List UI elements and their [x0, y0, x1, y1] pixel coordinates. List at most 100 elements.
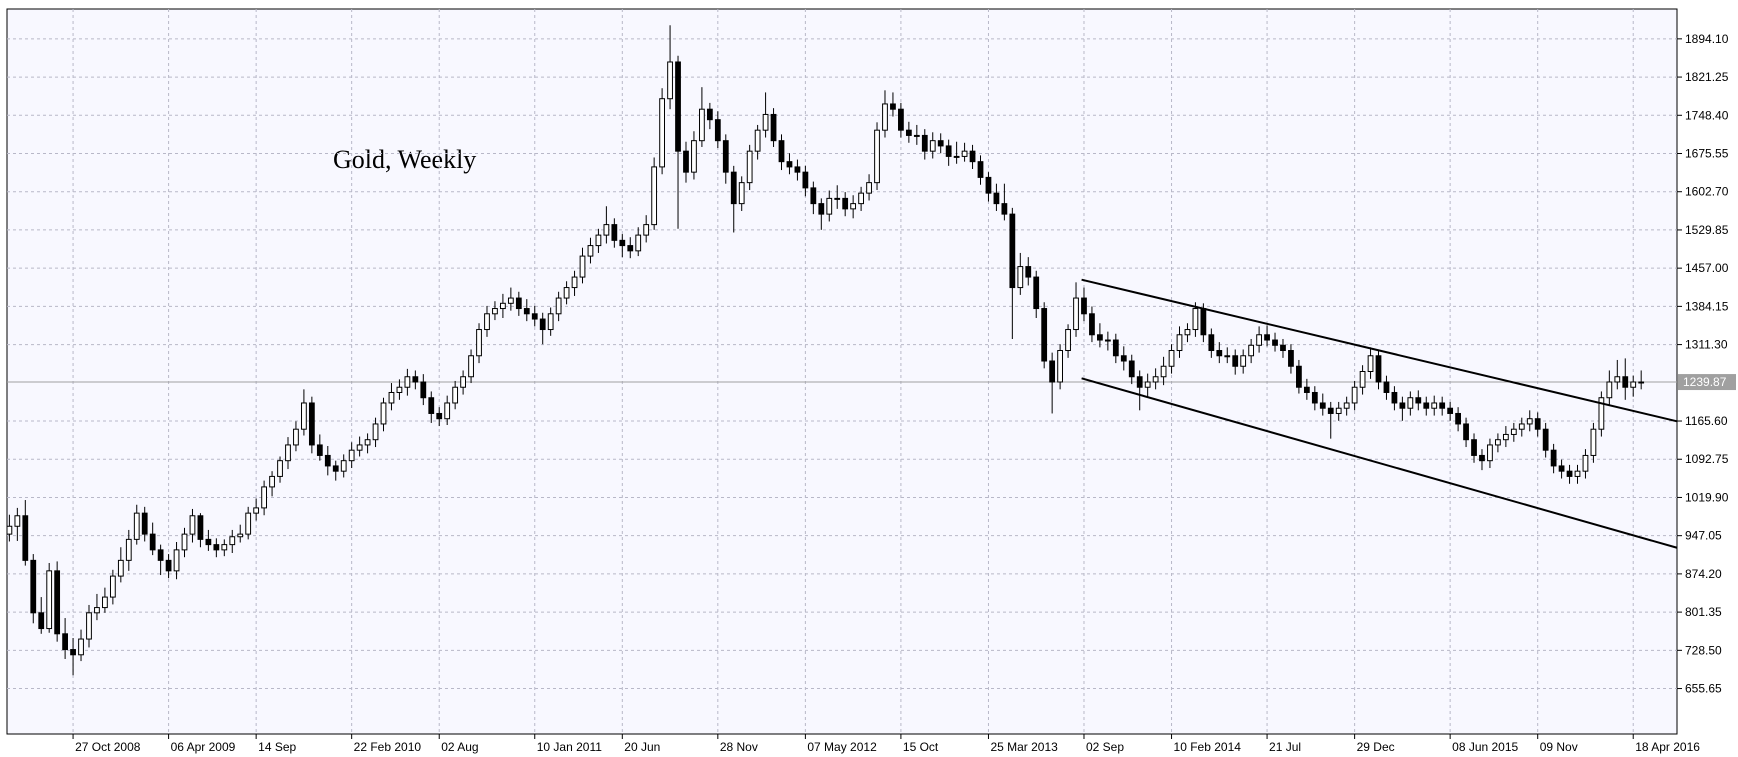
candle-body — [1502, 433, 1509, 441]
candle-body — [269, 475, 275, 488]
candle-body — [181, 533, 188, 551]
candle-body — [1606, 381, 1613, 399]
candle-body — [1256, 334, 1262, 346]
candle-body — [921, 134, 928, 152]
candle-body — [102, 596, 108, 609]
candle-body — [826, 197, 833, 215]
x-tick-label: 29 Dec — [1357, 740, 1395, 754]
y-tick-label: 1384.15 — [1685, 299, 1729, 313]
candle-body — [1487, 444, 1493, 462]
x-tick-label: 15 Oct — [903, 740, 939, 754]
candle-body — [1168, 350, 1175, 367]
candle-body — [945, 145, 952, 157]
candle-body — [675, 61, 681, 152]
candle-body — [348, 449, 355, 462]
candle-body — [436, 412, 443, 420]
y-tick-label: 1457.00 — [1685, 261, 1729, 275]
candle-body — [810, 187, 817, 205]
candle-body — [109, 575, 116, 598]
candle-body — [1081, 297, 1087, 315]
candle-body — [1296, 365, 1302, 388]
candle-body — [1240, 355, 1247, 367]
candle-body — [444, 402, 451, 420]
candle-body — [1112, 339, 1119, 357]
y-tick-label: 1602.70 — [1685, 185, 1729, 199]
candle-body — [627, 245, 634, 252]
candle-body — [428, 397, 435, 414]
candle-body — [714, 119, 721, 142]
candle-body — [1160, 365, 1167, 378]
candle-body — [1463, 423, 1469, 441]
candle-body — [651, 166, 658, 226]
candle-body — [54, 570, 61, 635]
candle-body — [778, 140, 785, 163]
candle-body — [1367, 355, 1374, 372]
candle-body — [285, 444, 291, 462]
candle-body — [730, 171, 737, 205]
candle-body — [14, 515, 21, 527]
candle-body — [539, 318, 546, 331]
candle-body — [372, 423, 379, 441]
candle-body — [635, 234, 642, 252]
candle-body — [46, 570, 53, 630]
x-tick-label: 06 Apr 2009 — [171, 740, 236, 754]
candle-body — [611, 224, 618, 241]
candle-body — [1025, 266, 1032, 278]
x-tick-label: 10 Feb 2014 — [1174, 740, 1242, 754]
candle-body — [1471, 439, 1477, 456]
y-tick-label: 1165.60 — [1685, 414, 1728, 428]
candle-body — [595, 234, 602, 247]
candle-body — [1526, 418, 1533, 425]
candle-body — [62, 633, 68, 651]
candle-body — [1065, 329, 1071, 352]
candle-body — [905, 129, 912, 136]
candle-body — [953, 155, 960, 158]
x-tick-label: 10 Jan 2011 — [537, 740, 602, 754]
candle-body — [738, 182, 745, 205]
candle-body — [722, 140, 729, 173]
candle-body — [1192, 308, 1199, 331]
candle-body — [746, 150, 753, 184]
plot-area — [6, 8, 1678, 735]
candle-body — [874, 129, 880, 184]
candle-body — [890, 103, 896, 110]
candle-body — [1033, 276, 1040, 310]
candle-body — [396, 386, 403, 393]
candle-body — [1272, 339, 1278, 346]
candle-body — [515, 297, 522, 310]
candle-body — [706, 108, 713, 121]
y-tick-label: 728.50 — [1685, 643, 1722, 657]
candle-body — [221, 544, 228, 551]
candle-body — [969, 150, 976, 163]
x-tick-label: 02 Aug — [441, 740, 478, 754]
candle-body — [261, 486, 267, 509]
candle-body — [786, 161, 793, 168]
candle-body — [818, 203, 825, 215]
candle-body — [316, 444, 323, 456]
candle-body — [993, 192, 1000, 205]
candle-body — [1303, 386, 1310, 393]
candle-body — [555, 297, 562, 315]
candle-body — [237, 533, 244, 538]
candle-body — [253, 507, 260, 514]
candle-body — [1351, 386, 1358, 404]
candle-body — [1558, 465, 1565, 472]
y-tick-label: 1821.25 — [1685, 70, 1729, 84]
candle-body — [898, 108, 904, 131]
x-tick-label: 20 Jun — [624, 740, 660, 754]
candle-body — [929, 140, 936, 152]
candle-body — [1495, 439, 1501, 446]
candle-body — [834, 197, 841, 200]
candle-body — [1288, 350, 1294, 367]
candle-body — [802, 171, 809, 189]
candle-body — [1200, 308, 1207, 336]
candle-body — [1176, 334, 1183, 352]
candle-body — [141, 512, 148, 535]
candle-body — [1399, 402, 1406, 409]
candle-body — [659, 98, 665, 168]
candle-body — [1598, 397, 1605, 430]
candle-body — [277, 460, 283, 477]
candle-body — [1104, 339, 1111, 342]
candle-body — [1447, 407, 1454, 414]
